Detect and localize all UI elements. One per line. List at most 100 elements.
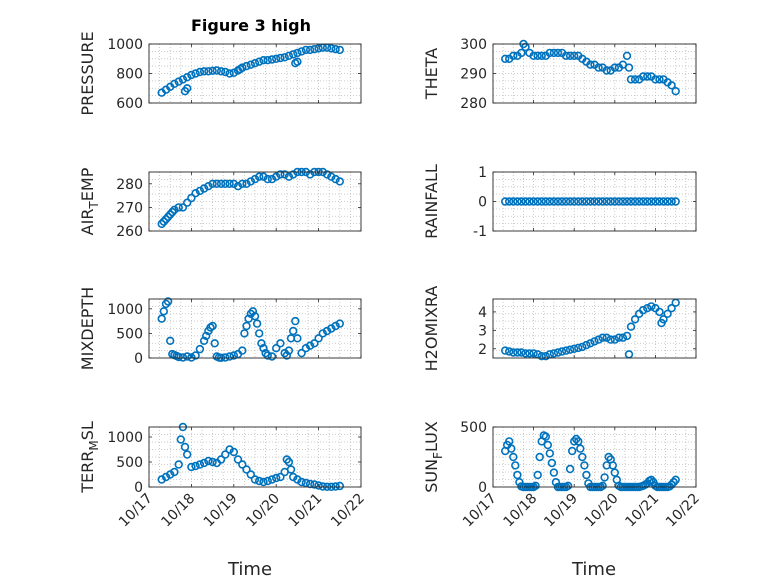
- y-tick-label: 3: [478, 323, 487, 339]
- data-point: [651, 75, 660, 84]
- data-point: [643, 72, 652, 81]
- data-point: [178, 353, 188, 362]
- x-tick-label: 10/18: [501, 491, 541, 531]
- data-point: [263, 174, 272, 184]
- data-point: [622, 197, 632, 206]
- data-point: [513, 197, 522, 206]
- axes-terr-msl: 0 500 1000 TERRMSL 10/17 10/18 10/19 10/20 10/21…: [78, 421, 368, 530]
- data-point: [225, 69, 234, 78]
- x-tick-label: 10/21: [622, 491, 662, 531]
- data-point: [208, 457, 217, 467]
- data-point: [602, 66, 611, 75]
- data-point: [252, 319, 262, 328]
- data-point: [267, 475, 277, 484]
- data-point: [284, 51, 294, 60]
- y-tick-label: 300: [460, 37, 487, 53]
- data-point: [276, 170, 285, 179]
- data-point: [187, 353, 196, 362]
- data-point: [195, 186, 205, 196]
- y-tick-label: 0: [134, 351, 143, 367]
- data-point: [501, 346, 510, 355]
- data-point: [549, 197, 559, 206]
- data-point: [533, 51, 542, 60]
- data-point: [335, 481, 344, 491]
- data-point: [606, 335, 615, 344]
- data-point: [582, 470, 591, 480]
- data-point: [187, 462, 196, 472]
- axes-theta: 280 290 300 THETA: [422, 37, 697, 112]
- y-tick-label: 4: [478, 305, 487, 321]
- data-point: [276, 472, 285, 482]
- data-point: [221, 67, 230, 77]
- axes-frame: [492, 426, 697, 488]
- data-point: [549, 468, 559, 477]
- data-point: [280, 170, 289, 179]
- data-point: [567, 446, 577, 456]
- axes-frame: [492, 43, 697, 104]
- data-point: [183, 72, 192, 82]
- data-point: [305, 341, 315, 350]
- data-point: [547, 458, 557, 468]
- data-point: [535, 452, 544, 462]
- axes-frame: [148, 43, 362, 104]
- y-tick-label: 0: [478, 480, 487, 496]
- axes-h2omixra: 2 3 4 H2OMIXRA: [422, 286, 697, 371]
- data-point: [284, 346, 294, 355]
- data-point: [250, 312, 260, 321]
- data-point: [509, 51, 518, 60]
- data-point: [602, 197, 611, 206]
- data-point: [561, 346, 571, 355]
- data-point: [166, 470, 175, 479]
- data-point: [610, 197, 619, 206]
- data-point: [216, 179, 226, 189]
- data-point: [525, 349, 534, 358]
- data-point: [212, 179, 222, 189]
- data-point: [580, 461, 589, 470]
- data-point: [574, 197, 583, 206]
- data-point: [208, 66, 217, 76]
- axes-sun-flux: 0 500 SUNFLUX 10/17 10/18 10/19 10/20 10/21 10/2…: [422, 420, 703, 530]
- data-point: [183, 198, 192, 207]
- data-point: [521, 197, 530, 206]
- data-point: [638, 305, 648, 315]
- data-point: [551, 478, 561, 487]
- minor-grid: [149, 172, 361, 231]
- y-tick-label: 500: [460, 420, 487, 436]
- data-point: [322, 170, 332, 179]
- y-tick-label: 260: [116, 224, 143, 240]
- data-point: [293, 48, 302, 58]
- data-point: [590, 337, 599, 346]
- data-point: [310, 339, 319, 348]
- series-markers: [157, 297, 344, 362]
- data-point: [267, 55, 277, 64]
- data-point: [513, 348, 522, 357]
- data-point: [204, 67, 213, 76]
- data-point: [655, 75, 664, 84]
- data-point: [170, 79, 179, 89]
- data-point: [505, 197, 514, 206]
- data-point: [586, 60, 595, 69]
- x-axis-label-right: Time: [571, 559, 616, 580]
- data-point: [293, 334, 302, 343]
- data-point: [229, 351, 239, 360]
- data-point: [310, 44, 319, 54]
- data-point: [322, 326, 332, 336]
- data-point: [594, 335, 603, 344]
- data-point: [598, 333, 607, 342]
- data-point: [183, 352, 192, 361]
- data-point: [335, 45, 344, 55]
- data-point: [638, 72, 648, 81]
- data-point: [178, 75, 188, 84]
- data-point: [561, 51, 571, 60]
- data-point: [565, 197, 575, 206]
- data-point: [541, 352, 550, 361]
- data-point: [301, 45, 311, 55]
- data-point: [501, 54, 510, 63]
- data-point: [582, 340, 591, 350]
- axes-frame: [148, 298, 362, 359]
- x-axis-label-left: Time: [227, 559, 272, 580]
- data-point: [565, 51, 575, 60]
- data-point: [229, 179, 239, 189]
- x-tick-label: 10/22: [328, 491, 368, 531]
- data-point: [272, 344, 281, 353]
